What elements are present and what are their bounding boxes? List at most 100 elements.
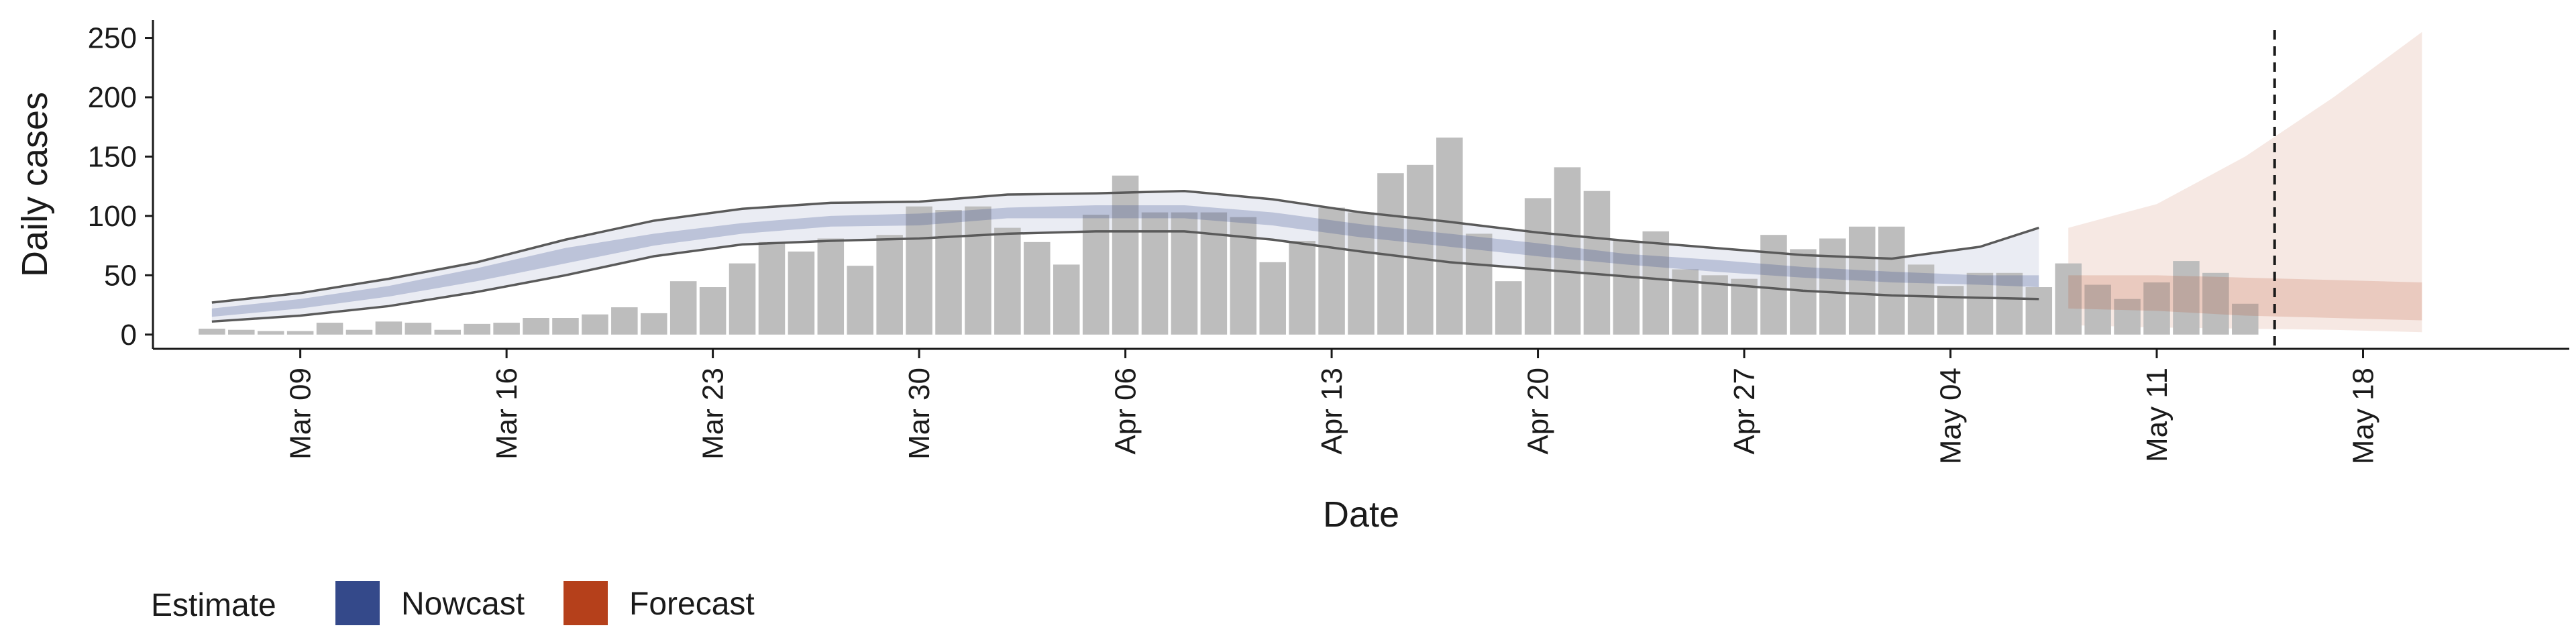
bar	[1966, 272, 1994, 335]
bar	[464, 323, 490, 335]
x-tick-label: Mar 23	[697, 368, 730, 460]
bar	[2143, 282, 2170, 335]
x-tick-label: Apr 13	[1316, 368, 1348, 455]
bar	[847, 266, 874, 335]
bar	[1907, 264, 1935, 335]
bar	[2232, 303, 2259, 335]
bar	[876, 235, 903, 335]
bar	[1465, 233, 1493, 335]
y-tick-label: 200	[88, 81, 137, 114]
x-axis-ticks: Mar 09 Mar 16 Mar 23 Mar 30 Apr 06 Apr 13 Apr …	[284, 349, 2380, 464]
bar	[286, 331, 314, 335]
bar	[965, 206, 991, 335]
bar	[1289, 241, 1316, 335]
bar	[1082, 215, 1110, 335]
nowcast-legend-swatch	[335, 581, 380, 625]
bar	[2173, 261, 2200, 335]
bar	[405, 323, 432, 335]
bar	[345, 329, 373, 335]
bar	[669, 281, 697, 335]
forecast-band-outer	[2068, 32, 2422, 333]
bar	[729, 263, 756, 335]
nowcast-band-inner	[211, 205, 2039, 317]
forecast-legend-swatch	[564, 581, 608, 625]
nowcast-band-outer	[211, 191, 2039, 322]
axes: Mar 09 Mar 16 Mar 23 Mar 30 Apr 06 Apr 13 Apr …	[88, 20, 2569, 464]
bar	[493, 323, 520, 335]
legend-items: Nowcast Forecast	[335, 581, 755, 625]
x-axis-title: Date	[1323, 494, 1399, 535]
bar	[257, 331, 284, 335]
x-tick-label: Mar 16	[490, 368, 523, 460]
x-tick-label: May 04	[1935, 368, 1968, 464]
bar	[1760, 235, 1787, 335]
y-tick-label: 0	[121, 319, 137, 352]
bar	[1436, 138, 1463, 335]
bar	[2055, 263, 2082, 335]
nowcast-upper-line	[211, 189, 2039, 304]
bar	[1672, 269, 1699, 335]
bar	[1642, 231, 1670, 335]
bars	[199, 138, 2259, 335]
bar	[228, 329, 255, 335]
bar	[1554, 167, 1581, 335]
bar	[640, 313, 667, 335]
bar	[1318, 207, 1345, 335]
y-tick-label: 250	[88, 22, 137, 55]
bar	[2025, 287, 2053, 335]
bar	[1848, 226, 1876, 335]
bar	[2202, 272, 2229, 335]
x-tick-label: Apr 27	[1728, 368, 1761, 455]
bar	[434, 329, 462, 335]
bar	[375, 321, 402, 335]
bar	[1053, 264, 1080, 335]
bar	[817, 238, 845, 335]
bar	[1024, 241, 1051, 335]
y-tick-label: 100	[88, 200, 137, 233]
bar	[1112, 175, 1139, 335]
bar	[1141, 212, 1169, 335]
x-tick-label: Mar 09	[284, 368, 317, 460]
bar	[1878, 226, 1905, 335]
x-tick-label: Apr 20	[1522, 368, 1555, 455]
legend-title: Estimate	[151, 588, 276, 623]
x-tick-label: Apr 06	[1110, 368, 1142, 455]
y-tick-label: 50	[104, 259, 137, 292]
bar	[1259, 262, 1286, 335]
forecast-band-inner	[2068, 275, 2422, 321]
y-axis-title: Daily cases	[15, 92, 55, 277]
x-tick-label: May 11	[2141, 368, 2174, 462]
bar	[1200, 212, 1228, 335]
bar	[994, 227, 1021, 335]
bar	[1996, 272, 2023, 335]
bar	[523, 318, 549, 335]
bar	[1407, 164, 1434, 335]
bar	[758, 241, 786, 335]
bar	[699, 287, 727, 335]
x-tick-label: May 18	[2347, 368, 2380, 464]
nowcast-lower-line	[211, 230, 2039, 323]
bar	[906, 206, 932, 335]
bar	[935, 210, 962, 335]
band-outline-lines	[211, 189, 2039, 323]
uncertainty-bands-inner	[211, 205, 2422, 321]
forecast-legend-label: Forecast	[629, 586, 755, 622]
y-axis-ticks: 0 50 100 150 200 250	[88, 22, 153, 352]
nowcast-legend-label: Nowcast	[401, 586, 525, 622]
bar	[1348, 212, 1375, 335]
bar	[199, 328, 225, 335]
bar	[611, 307, 638, 335]
bar	[1937, 286, 1964, 335]
bar	[552, 318, 579, 335]
y-tick-label: 150	[88, 140, 137, 173]
bar	[2114, 299, 2141, 335]
bar	[582, 314, 608, 335]
legend: Estimate Nowcast Forecast	[151, 581, 755, 625]
bar	[788, 251, 815, 335]
bar	[1495, 281, 1522, 335]
bar	[1230, 217, 1257, 335]
x-tick-label: Mar 30	[903, 368, 936, 460]
bar	[316, 323, 343, 335]
bar	[1524, 198, 1552, 335]
